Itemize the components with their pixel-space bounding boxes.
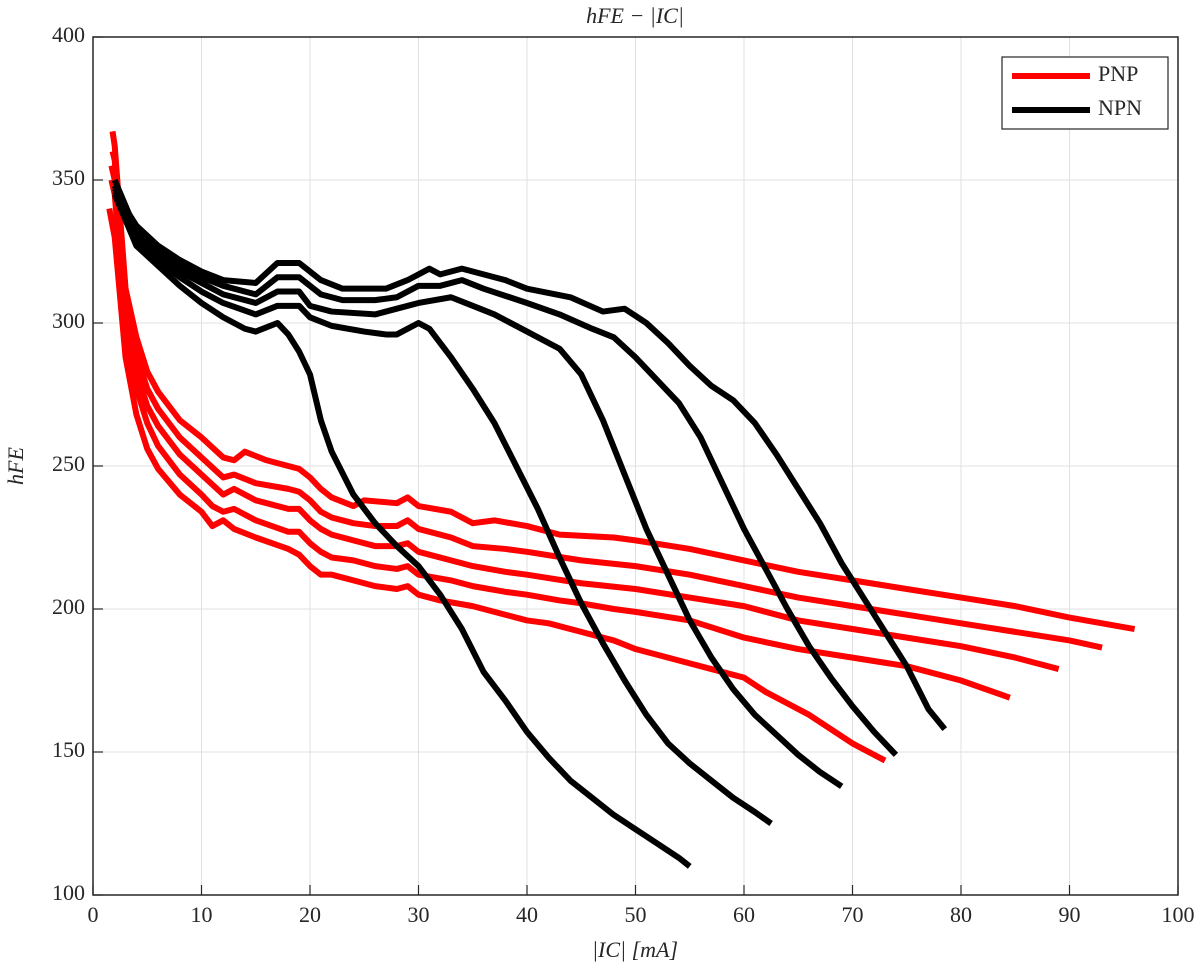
x-axis-label: |IC| [mA]: [592, 937, 678, 962]
series-line: [108, 165, 1060, 672]
x-tick-label: 20: [299, 902, 321, 927]
series-line: [109, 150, 1103, 651]
x-tick-label: 50: [625, 902, 647, 927]
series-line: [109, 130, 1136, 632]
y-tick-label: 300: [52, 308, 85, 333]
series-line: [111, 184, 773, 826]
x-tick-label: 0: [88, 902, 99, 927]
x-tick-label: 90: [1059, 902, 1081, 927]
series-line: [112, 187, 899, 757]
x-tick-label: 70: [842, 902, 864, 927]
y-tick-label: 100: [52, 880, 85, 905]
ticks: 0 10 20 30 40 50 60 70 80 90 100 100 150 200 250 300 350…: [52, 22, 1195, 927]
x-tick-label: 10: [191, 902, 213, 927]
legend: PNP NPN: [1001, 56, 1169, 130]
x-tick-label: 30: [408, 902, 430, 927]
series-line: [111, 178, 844, 789]
x-tick-label: 100: [1162, 902, 1195, 927]
y-axis-label: hFE: [3, 447, 28, 485]
x-tick-label: 40: [516, 902, 538, 927]
plot-lines: [106, 130, 1136, 869]
legend-label: PNP: [1098, 61, 1138, 86]
series-line: [106, 208, 887, 764]
chart-title: hFE − |IC|: [586, 3, 684, 28]
y-tick-label: 150: [52, 737, 85, 762]
x-tick-label: 60: [733, 902, 755, 927]
legend-box: [1001, 56, 1169, 130]
x-tick-label: 80: [950, 902, 972, 927]
legend-label: NPN: [1098, 95, 1142, 120]
series-line: [111, 193, 692, 869]
y-tick-label: 200: [52, 594, 85, 619]
y-tick-label: 400: [52, 22, 85, 47]
y-tick-label: 350: [52, 165, 85, 190]
y-tick-label: 250: [52, 451, 85, 476]
series-line: [112, 189, 948, 732]
